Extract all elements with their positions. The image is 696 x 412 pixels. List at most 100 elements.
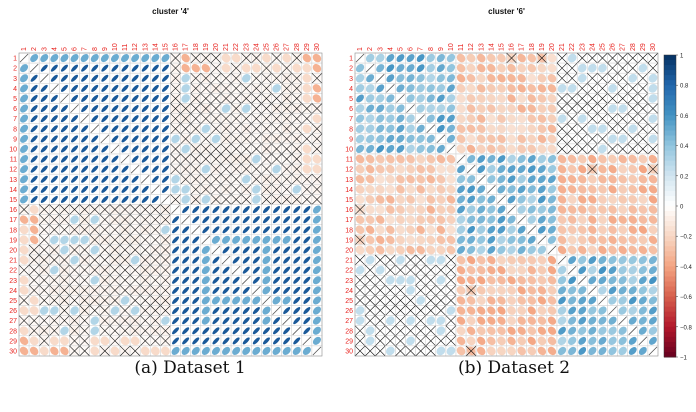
correlation-ellipse	[101, 64, 109, 72]
non-significant-cross	[311, 143, 323, 155]
non-significant-cross	[281, 103, 292, 114]
correlation-ellipse	[302, 94, 312, 103]
row-label: 4	[349, 86, 353, 93]
diagonal-mark	[191, 225, 201, 235]
correlation-ellipse	[29, 215, 39, 224]
correlation-ellipse	[60, 165, 68, 173]
correlation-ellipse	[20, 175, 29, 184]
colorbar-segment	[664, 105, 676, 111]
non-significant-cross	[170, 194, 181, 205]
colorbar-segment	[664, 115, 676, 121]
correlation-ellipse	[111, 64, 119, 72]
row-label: 6	[349, 106, 353, 113]
correlation-ellipse	[121, 175, 129, 183]
correlation-ellipse	[40, 175, 48, 183]
correlation-ellipse	[40, 195, 48, 203]
correlation-ellipse	[60, 175, 68, 183]
row-label: 8	[13, 126, 17, 133]
non-significant-cross	[38, 204, 50, 215]
correlation-ellipse	[161, 74, 169, 82]
correlation-ellipse	[50, 135, 58, 143]
non-significant-cross	[180, 153, 191, 165]
non-significant-cross	[240, 93, 252, 104]
diagonal-mark	[70, 104, 79, 113]
correlation-ellipse	[60, 115, 68, 123]
correlation-ellipse	[19, 235, 29, 245]
colorbar-tick-label: −0.4	[680, 265, 693, 271]
correlation-ellipse	[283, 226, 291, 234]
correlation-ellipse	[121, 74, 129, 82]
non-significant-cross	[251, 143, 262, 155]
column-label: 23	[243, 43, 250, 51]
correlation-ellipse	[131, 185, 139, 193]
correlation-ellipse	[20, 124, 29, 133]
column-label: 5	[397, 47, 404, 51]
correlation-ellipse	[30, 105, 38, 113]
non-significant-cross	[150, 204, 161, 215]
correlation-ellipse	[202, 226, 210, 234]
correlation-ellipse	[151, 54, 160, 63]
correlation-ellipse	[141, 125, 149, 133]
correlation-ellipse	[101, 155, 109, 163]
colorbar-segment	[664, 341, 676, 348]
correlation-ellipse	[241, 63, 251, 73]
correlation-ellipse	[262, 206, 270, 214]
non-significant-cross	[230, 123, 242, 135]
non-significant-cross	[89, 234, 101, 246]
correlation-ellipse	[50, 155, 58, 163]
correlation-ellipse	[161, 64, 169, 72]
row-label: 10	[9, 146, 17, 153]
column-label: 25	[599, 43, 606, 51]
non-significant-cross	[180, 103, 191, 114]
column-label: 8	[428, 47, 435, 51]
colorbar-segment	[664, 80, 676, 86]
row-label: 2	[13, 66, 17, 73]
non-significant-cross	[271, 194, 282, 205]
correlation-ellipse	[30, 185, 38, 193]
correlation-ellipse	[50, 165, 58, 173]
row-label: 15	[9, 197, 17, 204]
chart-title: cluster '6'	[488, 7, 525, 16]
column-label: 29	[304, 43, 311, 51]
non-significant-cross	[240, 133, 252, 145]
correlation-ellipse	[101, 105, 109, 113]
correlation-ellipse	[302, 53, 312, 63]
correlation-ellipse	[111, 135, 119, 143]
correlation-ellipse	[302, 83, 312, 93]
non-significant-cross	[311, 133, 323, 145]
diagonal-mark	[100, 134, 110, 144]
colorbar-tick-label: −0.2	[680, 235, 693, 241]
correlation-ellipse	[71, 145, 79, 153]
correlation-ellipse	[312, 225, 321, 234]
non-significant-cross	[59, 204, 70, 215]
non-significant-cross	[281, 153, 292, 165]
column-label: 17	[183, 43, 190, 51]
colorbar-segment	[664, 216, 676, 222]
colorbar-tick-label: 0.4	[680, 144, 689, 150]
column-label: 19	[539, 43, 546, 51]
column-label: 17	[519, 43, 526, 51]
column-label: 25	[263, 43, 270, 51]
correlation-ellipse	[131, 94, 139, 102]
non-significant-cross	[230, 194, 242, 205]
correlation-ellipse	[40, 165, 48, 173]
colorbar-segment	[664, 276, 676, 282]
row-label: 23	[345, 278, 353, 285]
correlation-ellipse	[161, 185, 169, 193]
correlation-ellipse	[50, 185, 58, 193]
non-significant-cross	[210, 184, 222, 195]
non-significant-cross	[251, 123, 262, 135]
colorbar-segment	[664, 236, 676, 242]
non-significant-cross	[109, 234, 121, 246]
column-label: 6	[408, 47, 415, 51]
correlation-ellipse	[81, 84, 89, 92]
diagonal-mark	[151, 185, 160, 194]
non-significant-cross	[210, 173, 222, 185]
correlation-ellipse	[81, 74, 89, 82]
non-significant-cross	[271, 123, 282, 135]
non-significant-cross	[271, 173, 282, 185]
caption-dataset-2: (b) Dataset 2	[457, 358, 571, 378]
correlation-ellipse	[161, 125, 169, 133]
column-label: 7	[82, 47, 89, 51]
non-significant-cross	[69, 224, 80, 236]
